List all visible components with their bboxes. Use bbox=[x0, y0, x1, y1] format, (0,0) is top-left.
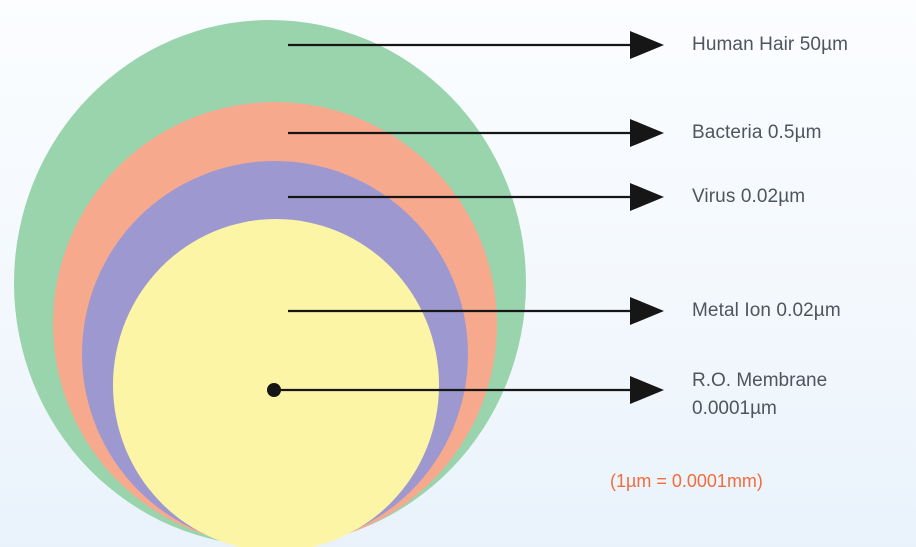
unit-conversion-note: (1µm = 0.0001mm) bbox=[610, 471, 763, 491]
arrow-ro-membrane bbox=[267, 376, 664, 404]
label-ro-membrane-line1: R.O. Membrane bbox=[692, 370, 828, 391]
arrow-metal-ion bbox=[288, 297, 664, 325]
arrow-human-hair bbox=[288, 31, 664, 59]
label-ro-membrane-line2: 0.0001µm bbox=[692, 398, 777, 419]
label-ro-membrane: R.O. Membrane 0.0001µm bbox=[692, 367, 827, 423]
arrow-virus bbox=[288, 183, 664, 211]
label-virus: Virus 0.02µm bbox=[692, 186, 806, 207]
label-human-hair: Human Hair 50µm bbox=[692, 34, 849, 55]
label-bacteria: Bacteria 0.5µm bbox=[692, 122, 822, 143]
ro-membrane-dot bbox=[267, 383, 281, 397]
label-metal-ion: Metal Ion 0.02µm bbox=[692, 300, 841, 321]
metal-ion-circle bbox=[113, 219, 439, 547]
arrow-bacteria bbox=[288, 119, 664, 147]
